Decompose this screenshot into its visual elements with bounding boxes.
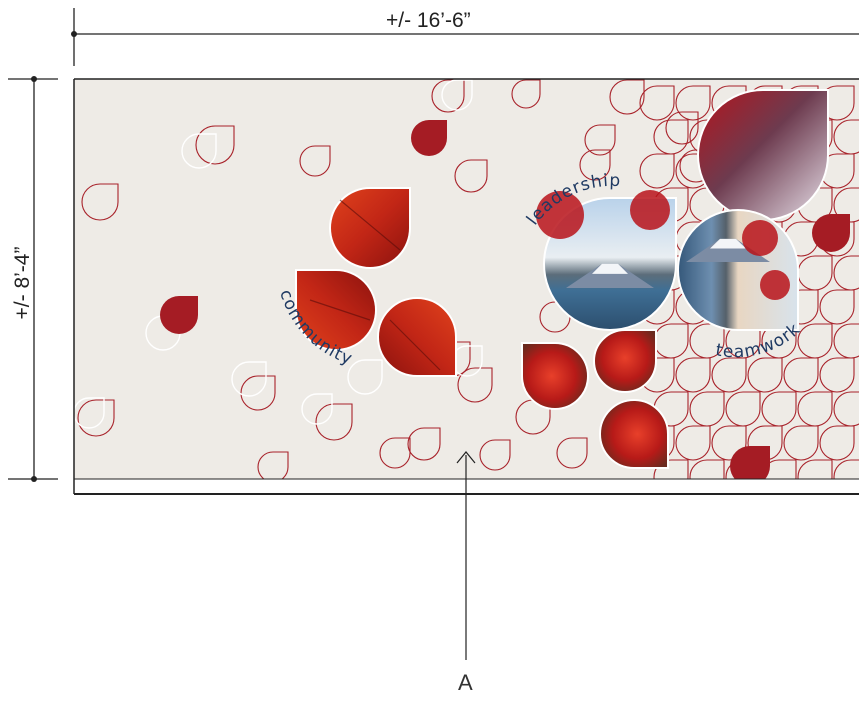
teardrop-ghost xyxy=(181,133,217,169)
teardrop-outline xyxy=(689,391,725,427)
foliage-blob xyxy=(536,191,584,239)
teardrop-outline xyxy=(665,111,699,145)
teardrop-outline xyxy=(653,323,689,359)
teardrop-outline xyxy=(299,145,331,177)
teardrop-outline xyxy=(639,85,675,121)
teardrop-outline xyxy=(81,183,119,221)
teardrop-outline xyxy=(689,323,725,359)
teardrop-outline xyxy=(833,323,859,359)
lake-petal-right xyxy=(677,209,799,331)
photo-petals xyxy=(295,89,829,469)
teardrop-outline xyxy=(257,451,289,479)
mountain-snowcap xyxy=(710,238,746,249)
callout-label: A xyxy=(458,670,473,695)
foliage-blob xyxy=(630,190,670,230)
teardrop-outline xyxy=(747,357,783,393)
forest-petal xyxy=(697,89,829,221)
teardrop-outline xyxy=(579,149,611,181)
leaf-vein xyxy=(389,319,441,371)
teardrop-outline xyxy=(240,375,276,411)
teardrop-outline xyxy=(584,124,616,156)
maple-petal-top xyxy=(593,329,657,393)
mountain-shape xyxy=(566,263,654,288)
mountain-shape xyxy=(686,238,770,262)
teardrop-outline xyxy=(797,323,833,359)
teardrop-ghost xyxy=(301,393,333,425)
teardrop-ghost xyxy=(74,397,105,429)
leaf-petal-left xyxy=(295,269,377,351)
teardrop-outline xyxy=(539,301,571,333)
teardrop-outline xyxy=(675,85,711,121)
mountain-snowcap xyxy=(592,263,628,274)
teardrop-outline xyxy=(833,119,859,155)
maple-petal-top-shape xyxy=(593,329,657,393)
teardrop-outline xyxy=(833,459,859,479)
leaf-petal-left-shape xyxy=(295,269,377,351)
maple-petal-bottom xyxy=(599,399,669,469)
teardrop-outline xyxy=(454,159,488,193)
teardrop-outline xyxy=(833,391,859,427)
width-dimension xyxy=(71,8,859,66)
forest-petal-shape xyxy=(697,89,829,221)
leaf-petal-right xyxy=(377,297,457,377)
teardrop-outline xyxy=(379,437,411,469)
leaf-vein xyxy=(309,299,371,321)
teardrop-outline xyxy=(556,437,588,469)
teardrop-outline xyxy=(457,367,493,403)
teardrop-outline xyxy=(315,403,353,441)
leaf-vein xyxy=(339,199,401,251)
teardrop-outline xyxy=(819,425,855,461)
teardrop-outline xyxy=(833,255,859,291)
leaf-petal-right-shape xyxy=(377,297,457,377)
lake-petal-right-shape xyxy=(677,209,799,331)
teardrop-outline xyxy=(725,391,761,427)
teardrop-outline xyxy=(675,425,711,461)
maple-petal-left-shape xyxy=(521,342,589,410)
teardrop-outline xyxy=(511,79,541,109)
foliage-blob xyxy=(742,220,778,256)
teardrop-outline xyxy=(407,427,441,461)
teardrop-outline xyxy=(431,79,465,113)
teardrop-outline xyxy=(783,357,819,393)
teardrop-accent xyxy=(812,214,850,252)
maple-petal-left xyxy=(521,342,589,410)
teardrop-outline xyxy=(653,119,689,155)
foliage-blob xyxy=(760,270,790,300)
leaf-petal-top xyxy=(329,187,411,269)
teardrop-outline xyxy=(479,439,511,471)
callout-arrow xyxy=(456,451,476,660)
teardrop-outline xyxy=(783,425,819,461)
teardrop-outline xyxy=(819,289,855,325)
teardrop-outline xyxy=(689,459,725,479)
teardrop-ghost xyxy=(347,359,383,395)
teardrop-outline xyxy=(797,391,833,427)
teardrop-outline xyxy=(819,357,855,393)
teardrop-accent xyxy=(160,296,198,334)
teardrop-outline xyxy=(195,125,235,165)
teardrop-outline xyxy=(609,79,645,115)
teardrop-outline xyxy=(797,255,833,291)
teardrop-ghost xyxy=(441,79,473,111)
teardrop-outline xyxy=(515,399,551,435)
teardrop-outline xyxy=(639,153,675,189)
teardrop-outline xyxy=(77,399,115,437)
teardrop-outline xyxy=(711,357,747,393)
leaf-petal-top-shape xyxy=(329,187,411,269)
teardrop-ghost xyxy=(145,315,181,351)
teardrop-accent xyxy=(730,446,770,479)
height-dimension-label: +/- 8’-4” xyxy=(11,246,34,320)
teardrop-ghost xyxy=(451,345,483,377)
teardrop-outline xyxy=(689,187,725,223)
width-dimension-label: +/- 16’-6” xyxy=(386,9,471,32)
teardrop-ghost xyxy=(231,361,267,397)
teardrop-outline xyxy=(761,391,797,427)
teardrop-outline xyxy=(675,357,711,393)
height-dimension xyxy=(8,76,58,482)
maple-petal-bottom-shape xyxy=(599,399,669,469)
teardrop-accent xyxy=(411,120,447,156)
teardrop-outline xyxy=(797,459,833,479)
